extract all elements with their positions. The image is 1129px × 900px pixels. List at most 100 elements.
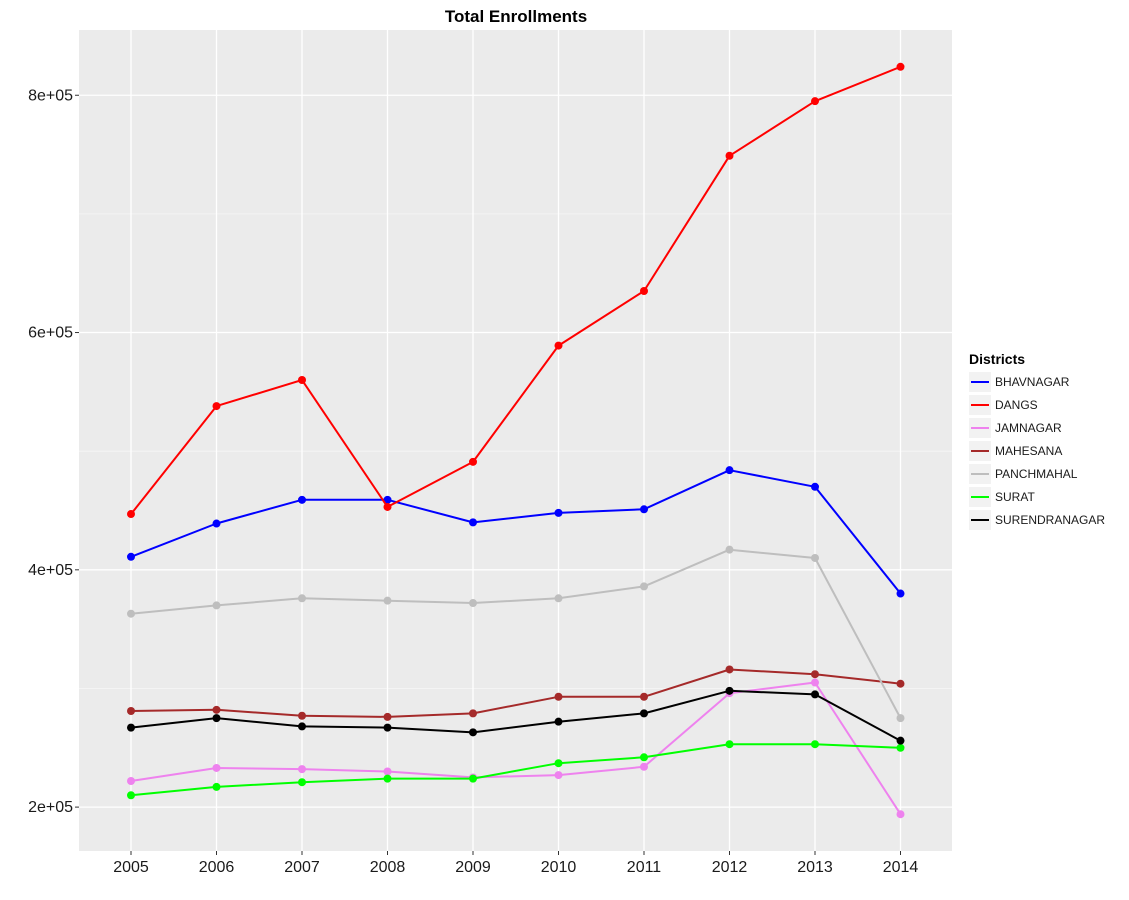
data-point-panchmahal [212,601,221,610]
chart-title: Total Enrollments [445,7,587,26]
y-tick-label: 8e+05 [28,87,73,104]
data-point-bhavnagar [469,518,477,527]
data-point-bhavnagar [811,482,819,491]
data-point-jamnagar [383,767,392,776]
data-point-surat [469,774,477,783]
series-line-jamnagar [130,681,902,815]
series-layer [127,62,905,819]
series-panchmahal [127,545,905,723]
data-point-bhavnagar [554,508,563,517]
data-point-jamnagar [212,763,221,772]
data-point-surendranagar [811,690,819,699]
series-bhavnagar [127,466,905,598]
legend-label-jamnagar: JAMNAGAR [995,421,1062,435]
series-surat [127,740,905,800]
legend-item-bhavnagar: BHAVNAGAR [969,372,1070,392]
data-point-surendranagar [725,686,734,695]
y-tick-label: 4e+05 [28,562,73,579]
data-point-jamnagar [127,777,135,786]
data-point-surat [383,774,392,783]
x-tick-label: 2012 [712,859,748,876]
data-point-bhavnagar [127,552,135,561]
series-line-surendranagar [130,689,901,742]
data-point-panchmahal [298,594,306,603]
data-point-surendranagar [212,714,221,723]
legend-label-bhavnagar: BHAVNAGAR [995,375,1070,389]
data-point-surat [212,782,221,791]
series-line-panchmahal [130,548,902,719]
legend-label-dangs: DANGS [995,398,1038,412]
data-point-dangs [896,62,905,71]
data-point-dangs [725,151,734,160]
axes: 2e+05 4e+05 6e+05 8e+05 2005 2006 2007 2008 2009… [28,87,918,876]
data-point-bhavnagar [383,495,392,504]
data-point-bhavnagar [725,466,734,475]
data-point-jamnagar [554,771,563,780]
plot-panel [79,30,952,851]
legend-label-mahesana: MAHESANA [995,444,1062,458]
legend: Districts BHAVNAGAR DANGS JAMNAGAR MAHESANA… [969,351,1105,530]
x-tick-label: 2007 [284,859,320,876]
data-point-dangs [127,510,135,519]
series-line-bhavnagar [130,469,902,595]
data-point-mahesana [811,670,819,679]
legend-label-panchmahal: PANCHMAHAL [995,467,1078,481]
data-point-surat [896,743,905,752]
data-point-mahesana [298,711,306,720]
data-point-bhavnagar [298,495,306,504]
x-tick-label: 2011 [627,859,662,876]
x-tick-label: 2014 [883,859,919,876]
data-point-dangs [554,341,563,350]
series-line-surat [130,743,901,797]
legend-item-dangs: DANGS [969,395,1038,415]
data-point-dangs [811,97,819,106]
data-point-mahesana [469,709,477,718]
data-point-panchmahal [469,599,477,608]
series-line-dangs [130,65,901,515]
y-tick-label: 2e+05 [28,799,73,816]
data-point-dangs [640,287,648,296]
data-point-panchmahal [640,582,648,591]
data-point-mahesana [896,679,905,688]
legend-item-panchmahal: PANCHMAHAL [969,464,1078,484]
data-point-bhavnagar [212,519,221,528]
x-tick-label: 2006 [199,859,235,876]
data-point-surendranagar [298,722,306,731]
data-point-dangs [383,502,392,511]
data-point-mahesana [383,712,392,721]
data-point-bhavnagar [640,505,648,514]
data-point-surendranagar [383,723,392,732]
series-mahesana [127,665,905,721]
data-point-jamnagar [640,762,648,771]
data-point-mahesana [127,707,135,716]
legend-item-mahesana: MAHESANA [969,441,1062,461]
data-point-dangs [212,402,221,411]
data-point-surendranagar [640,709,648,718]
data-point-dangs [469,457,477,466]
data-point-jamnagar [896,810,905,819]
data-point-jamnagar [298,765,306,774]
series-line-mahesana [130,668,901,718]
data-point-dangs [298,375,306,384]
x-tick-label: 2008 [370,859,406,876]
data-point-surat [640,753,648,762]
data-point-surendranagar [127,723,135,732]
data-point-mahesana [212,705,221,714]
data-point-mahesana [725,665,734,674]
x-tick-label: 2009 [455,859,491,876]
legend-item-surendranagar: SURENDRANAGAR [969,510,1105,530]
data-point-surendranagar [469,728,477,737]
data-point-panchmahal [127,609,135,618]
data-point-surendranagar [896,736,905,745]
data-point-panchmahal [811,553,819,562]
data-point-mahesana [554,692,563,701]
series-dangs [127,62,905,519]
data-point-panchmahal [725,545,734,554]
legend-title: Districts [969,351,1025,367]
data-point-surat [554,759,563,768]
data-point-surat [725,740,734,749]
legend-label-surat: SURAT [995,490,1035,504]
x-tick-label: 2013 [797,859,833,876]
legend-item-surat: SURAT [969,487,1035,507]
